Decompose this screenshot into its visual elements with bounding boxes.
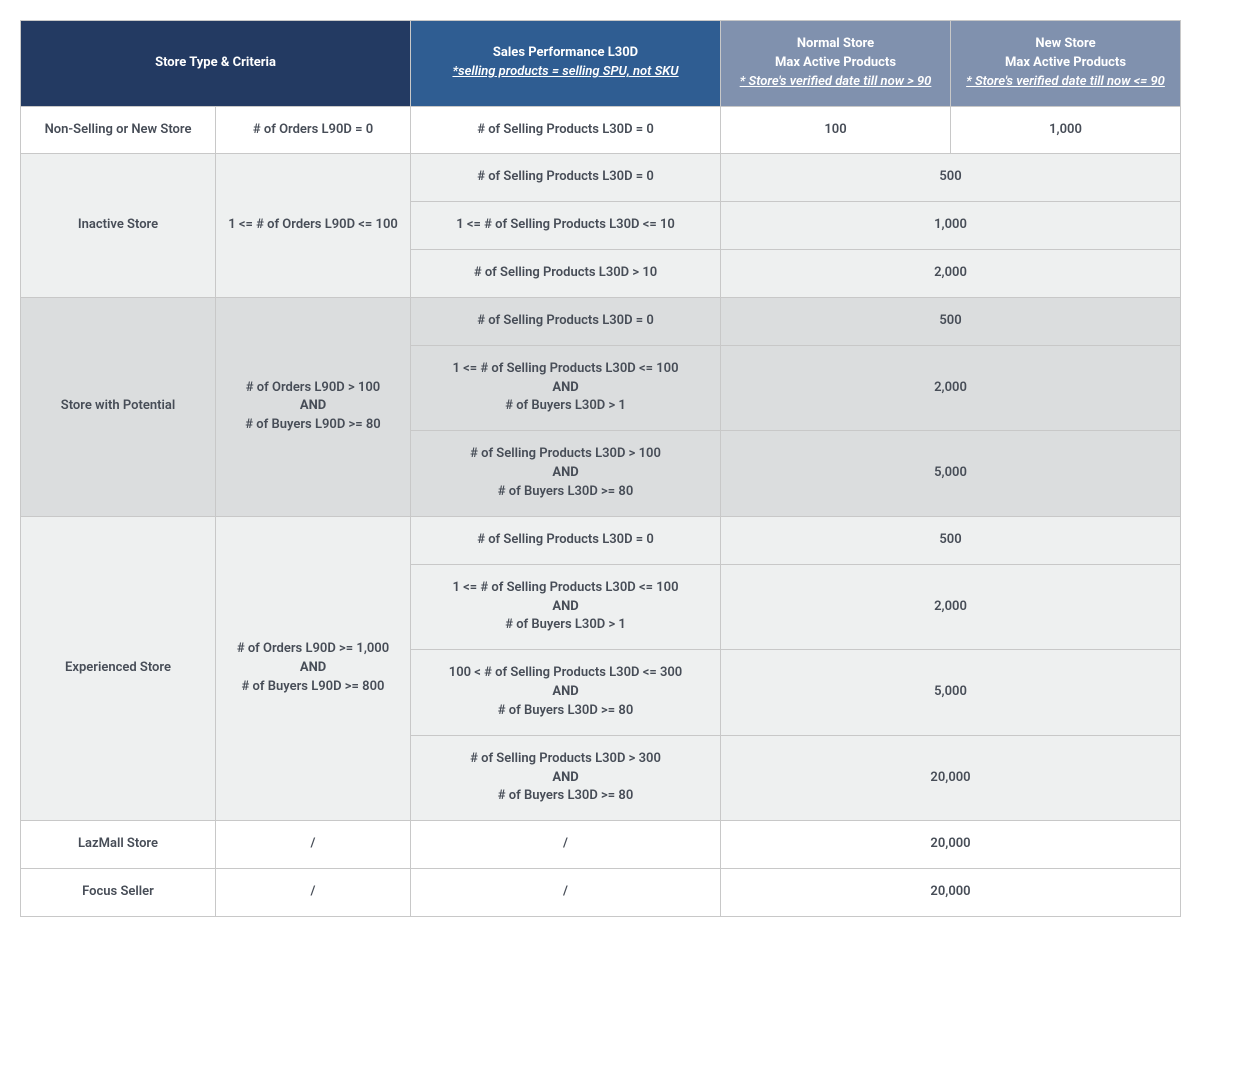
- cell-lazmall-limit: 20,000: [721, 821, 1181, 869]
- table-header-row: Store Type & Criteria Sales Performance …: [21, 21, 1181, 107]
- cell-inactive-criteria: 1 <= # of Orders L90D <= 100: [216, 154, 411, 298]
- cell-experienced-perf-3: # of Selling Products L30D > 300 AND # o…: [411, 735, 721, 821]
- cell-non-selling-new: 1,000: [951, 106, 1181, 154]
- cell-potential-perf-1: 1 <= # of Selling Products L30D <= 100 A…: [411, 345, 721, 431]
- header-new-title: New Store: [961, 35, 1170, 54]
- cell-focus-perf: /: [411, 869, 721, 917]
- cell-non-selling-label: Non-Selling or New Store: [21, 106, 216, 154]
- row-potential-0: Store with Potential # of Orders L90D > …: [21, 297, 1181, 345]
- cell-inactive-limit-1: 1,000: [721, 202, 1181, 250]
- header-store-type: Store Type & Criteria: [21, 21, 411, 107]
- cell-potential-limit-2: 5,000: [721, 431, 1181, 517]
- cell-non-selling-normal: 100: [721, 106, 951, 154]
- header-sales-perf-sub: *selling products = selling SPU, not SKU: [421, 63, 710, 82]
- row-lazmall: LazMall Store / / 20,000: [21, 821, 1181, 869]
- cell-experienced-crit-l2: # of Buyers L90D >= 800: [226, 678, 400, 697]
- cell-focus-limit: 20,000: [721, 869, 1181, 917]
- cell-non-selling-perf: # of Selling Products L30D = 0: [411, 106, 721, 154]
- cell-experienced-perf-1: 1 <= # of Selling Products L30D <= 100 A…: [411, 564, 721, 650]
- cell-experienced-limit-0: 500: [721, 516, 1181, 564]
- cell-experienced-limit-3: 20,000: [721, 735, 1181, 821]
- cell-potential-perf-2: # of Selling Products L30D > 100 AND # o…: [411, 431, 721, 517]
- cell-potential-crit-l1: # of Orders L90D > 100: [226, 379, 400, 398]
- header-new-store: New Store Max Active Products * Store's …: [951, 21, 1181, 107]
- header-sales-perf-title: Sales Performance L30D: [421, 44, 710, 63]
- cell-experienced-limit-2: 5,000: [721, 650, 1181, 736]
- cell-experienced-limit-1: 2,000: [721, 564, 1181, 650]
- header-sales-perf: Sales Performance L30D *selling products…: [411, 21, 721, 107]
- cell-experienced-label: Experienced Store: [21, 516, 216, 820]
- header-normal-title: Normal Store: [731, 35, 940, 54]
- cell-potential-crit-and: AND: [226, 397, 400, 416]
- store-limits-table: Store Type & Criteria Sales Performance …: [20, 20, 1181, 917]
- cell-potential-limit-1: 2,000: [721, 345, 1181, 431]
- cell-potential-limit-0: 500: [721, 297, 1181, 345]
- cell-experienced-perf-2: 100 < # of Selling Products L30D <= 300 …: [411, 650, 721, 736]
- cell-focus-label: Focus Seller: [21, 869, 216, 917]
- cell-experienced-crit-and: AND: [226, 659, 400, 678]
- cell-inactive-perf-2: # of Selling Products L30D > 10: [411, 250, 721, 298]
- cell-lazmall-label: LazMall Store: [21, 821, 216, 869]
- row-inactive-0: Inactive Store 1 <= # of Orders L90D <= …: [21, 154, 1181, 202]
- row-focus: Focus Seller / / 20,000: [21, 869, 1181, 917]
- row-non-selling: Non-Selling or New Store # of Orders L90…: [21, 106, 1181, 154]
- cell-inactive-limit-2: 2,000: [721, 250, 1181, 298]
- cell-lazmall-criteria: /: [216, 821, 411, 869]
- cell-potential-criteria: # of Orders L90D > 100 AND # of Buyers L…: [216, 297, 411, 516]
- header-new-sub2: * Store's verified date till now <= 90: [961, 73, 1170, 92]
- cell-potential-perf-0: # of Selling Products L30D = 0: [411, 297, 721, 345]
- cell-experienced-crit-l1: # of Orders L90D >= 1,000: [226, 640, 400, 659]
- header-normal-sub1: Max Active Products: [731, 54, 940, 73]
- cell-potential-crit-l2: # of Buyers L90D >= 80: [226, 416, 400, 435]
- header-normal-store: Normal Store Max Active Products * Store…: [721, 21, 951, 107]
- cell-focus-criteria: /: [216, 869, 411, 917]
- cell-non-selling-criteria: # of Orders L90D = 0: [216, 106, 411, 154]
- cell-inactive-perf-0: # of Selling Products L30D = 0: [411, 154, 721, 202]
- cell-lazmall-perf: /: [411, 821, 721, 869]
- header-store-type-label: Store Type & Criteria: [155, 55, 276, 70]
- header-new-sub1: Max Active Products: [961, 54, 1170, 73]
- cell-experienced-perf-0: # of Selling Products L30D = 0: [411, 516, 721, 564]
- cell-inactive-limit-0: 500: [721, 154, 1181, 202]
- cell-potential-label: Store with Potential: [21, 297, 216, 516]
- row-experienced-0: Experienced Store # of Orders L90D >= 1,…: [21, 516, 1181, 564]
- cell-inactive-label: Inactive Store: [21, 154, 216, 298]
- cell-experienced-criteria: # of Orders L90D >= 1,000 AND # of Buyer…: [216, 516, 411, 820]
- header-normal-sub2: * Store's verified date till now > 90: [731, 73, 940, 92]
- cell-inactive-perf-1: 1 <= # of Selling Products L30D <= 10: [411, 202, 721, 250]
